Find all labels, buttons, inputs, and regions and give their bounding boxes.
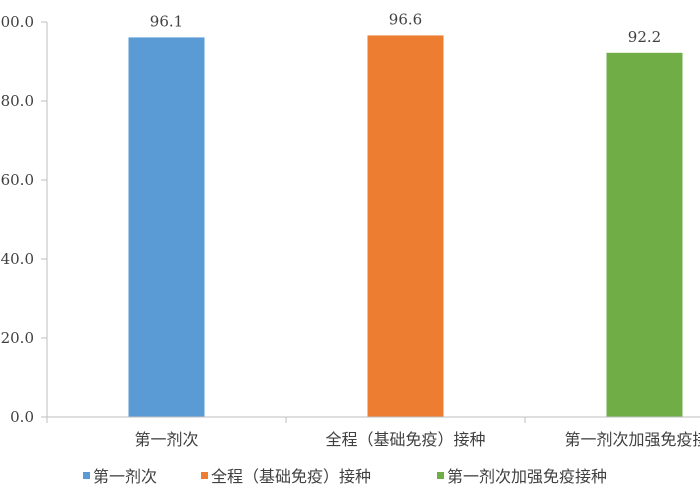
category-label: 第一剂次 [134, 430, 198, 449]
legend-swatch [437, 472, 444, 479]
y-axis: 0.0 20.0 40.0 60.0 80.0 100.0 [0, 13, 48, 426]
y-tick-label: 20.0 [1, 329, 34, 347]
y-tick-label: 60.0 [1, 171, 34, 189]
data-label: 96.6 [389, 10, 422, 28]
y-tick-label: 80.0 [1, 92, 34, 110]
y-tick-label: 40.0 [1, 250, 34, 268]
bar [128, 37, 205, 417]
data-label: 92.2 [628, 28, 661, 46]
data-label: 96.1 [150, 12, 183, 30]
bar [606, 52, 683, 418]
legend-swatch [83, 472, 90, 479]
legend-label: 全程（基础免疫）接种 [211, 467, 371, 486]
bars: 96.1 96.6 92.2 [128, 10, 683, 418]
legend: 第一剂次 全程（基础免疫）接种 第一剂次加强免疫接种 [83, 467, 607, 486]
x-axis: 第一剂次 全程（基础免疫）接种 第一剂次加强免疫接种 [46, 416, 700, 449]
y-tick-label: 0.0 [10, 408, 34, 426]
category-label: 第一剂次加强免疫接种 [564, 430, 700, 449]
legend-swatch [201, 472, 208, 479]
y-tick-label: 100.0 [0, 13, 34, 31]
category-label: 全程（基础免疫）接种 [325, 430, 485, 449]
bar [367, 35, 444, 418]
legend-label: 第一剂次加强免疫接种 [447, 467, 607, 486]
legend-label: 第一剂次 [93, 467, 157, 486]
